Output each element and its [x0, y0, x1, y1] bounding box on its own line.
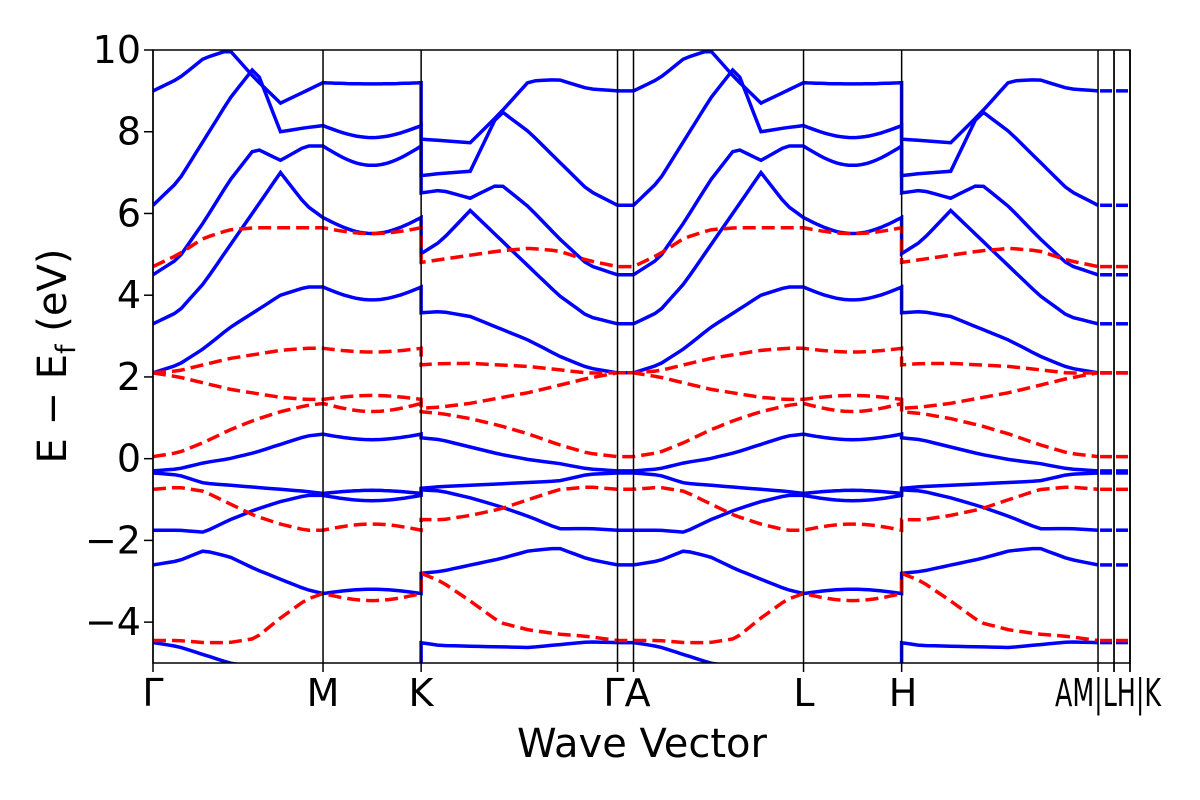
band-line-solid [153, 50, 1099, 145]
band-line-solid [153, 67, 1099, 208]
xtick-label-h: H [889, 671, 918, 715]
ytick-label: 6 [117, 191, 141, 235]
band-line-dashed [153, 371, 1099, 411]
y-axis-title-unit: (eV) [30, 249, 76, 345]
band-line-dashed [153, 225, 1099, 269]
xtick-label-gamma: Γ [142, 671, 163, 715]
plot-frame [152, 49, 1131, 664]
band-line-solid [153, 488, 1099, 534]
y-axis-title: E − Ef (eV) [30, 249, 82, 464]
bands-layer [153, 50, 1129, 663]
band-line-solid [153, 169, 1099, 326]
band-line-solid [153, 640, 1099, 663]
high-symmetry-lines [152, 50, 1131, 672]
band-line-solid [153, 431, 1099, 473]
band-line-solid [153, 284, 1099, 375]
xtick-label-m: M [307, 671, 340, 715]
band-line-dashed [153, 570, 1099, 645]
x-axis-title: Wave Vector [517, 721, 768, 767]
band-line-dashed [153, 401, 1099, 459]
ytick-label: 4 [117, 273, 141, 317]
ytick-label: −4 [85, 600, 141, 644]
y-axis-title-main: E − E [30, 354, 76, 464]
y-axis-title-subscript: f [51, 343, 82, 354]
band-line-dashed [153, 346, 1099, 375]
band-line-dashed [153, 485, 1099, 533]
ytick-label: 10 [93, 28, 141, 72]
ytick-label: 2 [117, 355, 141, 399]
xtick-label-k: K [409, 671, 435, 715]
xtick-label-l: L [793, 671, 814, 715]
band-line-solid [153, 471, 1099, 496]
ytick-label: −2 [85, 518, 141, 562]
xtick-label-gamma-a: ΓA [603, 671, 650, 715]
band-line-solid [153, 142, 1099, 277]
ytick-label: 8 [117, 110, 141, 154]
ytick-label: 0 [117, 437, 141, 481]
x-axis-tick-labels: Γ M K ΓA L H AM|LH|K [142, 671, 1161, 716]
band-line-solid [153, 546, 1099, 596]
xtick-label-am-lh-k: AM|LH|K [1055, 671, 1162, 716]
y-axis-ticks: −4 −2 0 2 4 6 8 10 [85, 28, 153, 644]
